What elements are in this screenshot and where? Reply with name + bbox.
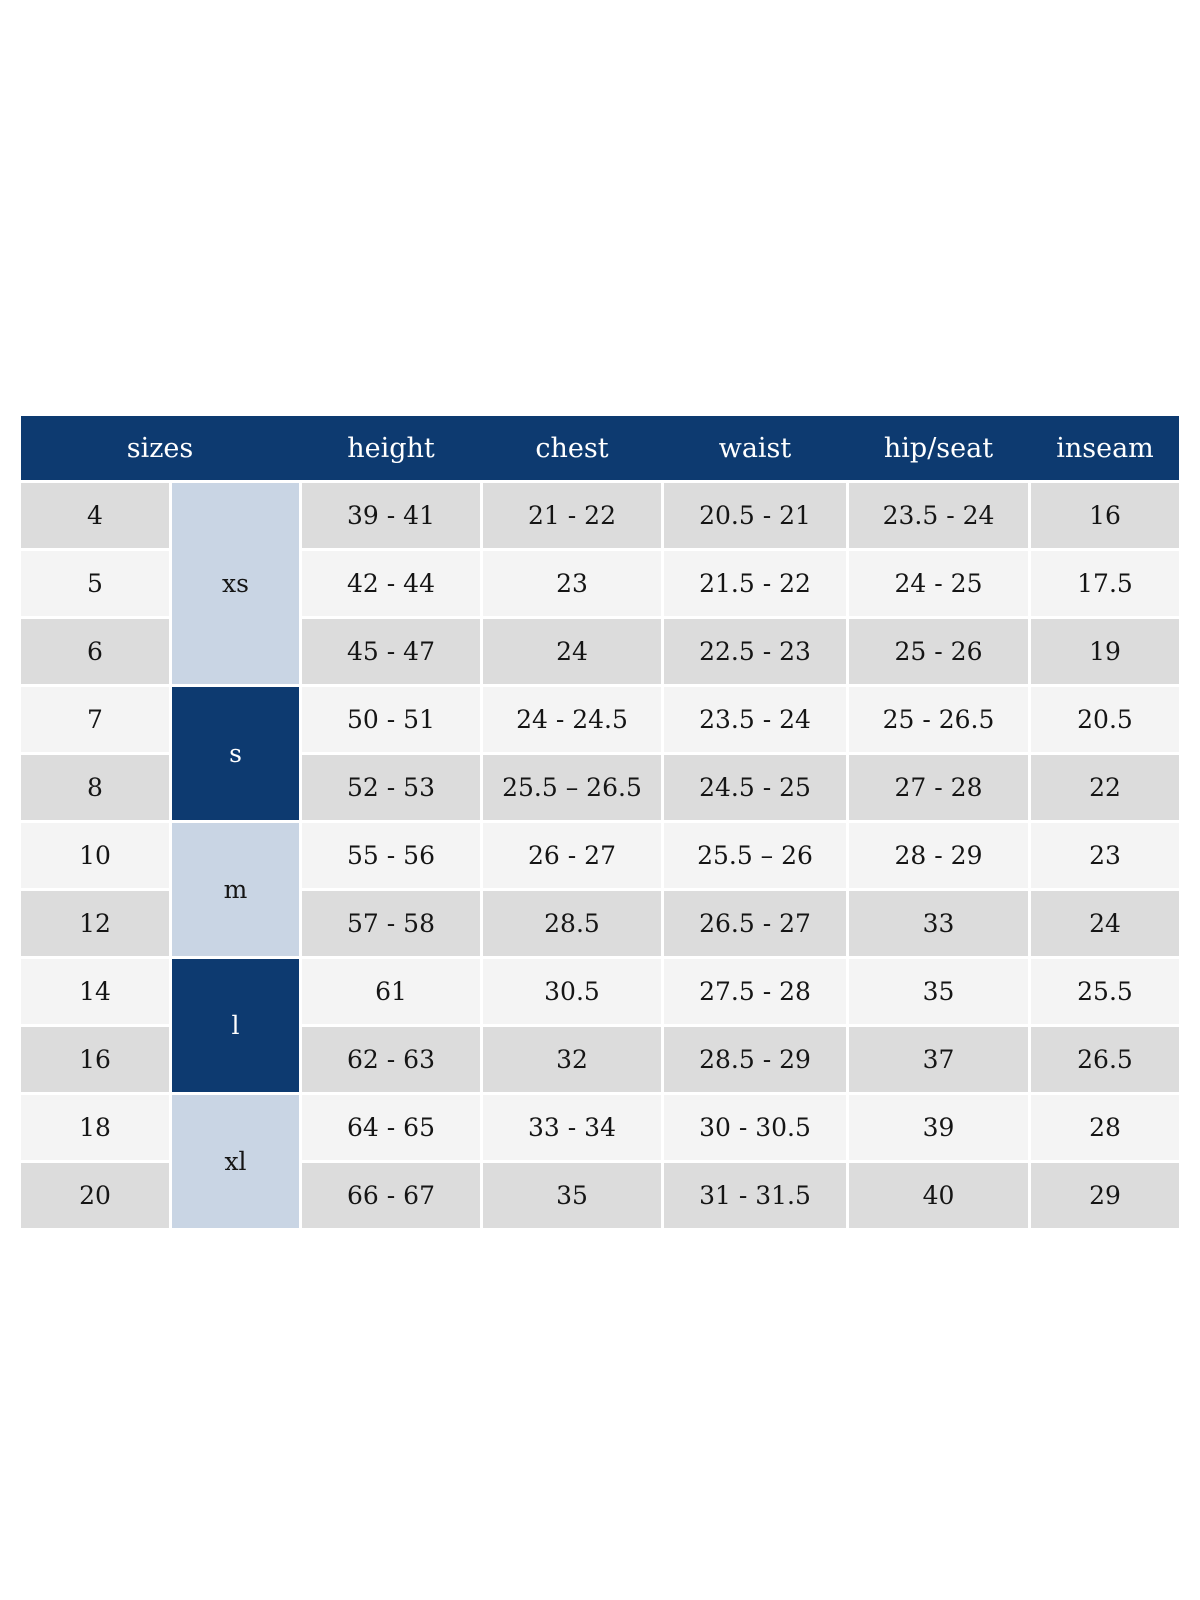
- inseam-cell: 16: [1031, 483, 1179, 548]
- chest-cell: 33 - 34: [483, 1095, 661, 1160]
- inseam-cell: 26.5: [1031, 1027, 1179, 1092]
- size-cell: 16: [21, 1027, 169, 1092]
- hip-seat-cell: 33: [849, 891, 1028, 956]
- height-cell: 62 - 63: [302, 1027, 480, 1092]
- chest-cell: 21 - 22: [483, 483, 661, 548]
- height-cell: 64 - 65: [302, 1095, 480, 1160]
- height-cell: 57 - 58: [302, 891, 480, 956]
- inseam-cell: 25.5: [1031, 959, 1179, 1024]
- size-cell: 8: [21, 755, 169, 820]
- hip-seat-cell: 27 - 28: [849, 755, 1028, 820]
- column-header-waist: waist: [718, 432, 792, 464]
- waist-cell: 22.5 - 23: [664, 619, 846, 684]
- inseam-cell: 29: [1031, 1163, 1179, 1228]
- size-cell: 10: [21, 823, 169, 888]
- column-header-hip-seat: hip/seat: [883, 432, 994, 464]
- waist-cell: 27.5 - 28: [664, 959, 846, 1024]
- waist-cell: 30 - 30.5: [664, 1095, 846, 1160]
- hip-seat-cell: 35: [849, 959, 1028, 1024]
- height-cell: 42 - 44: [302, 551, 480, 616]
- inseam-cell: 20.5: [1031, 687, 1179, 752]
- column-header-chest: chest: [535, 432, 609, 464]
- height-cell: 55 - 56: [302, 823, 480, 888]
- height-cell: 45 - 47: [302, 619, 480, 684]
- waist-cell: 21.5 - 22: [664, 551, 846, 616]
- hip-seat-cell: 23.5 - 24: [849, 483, 1028, 548]
- chest-cell: 26 - 27: [483, 823, 661, 888]
- table-header-band: [21, 416, 1179, 480]
- size-cell: 14: [21, 959, 169, 1024]
- waist-cell: 26.5 - 27: [664, 891, 846, 956]
- hip-seat-cell: 37: [849, 1027, 1028, 1092]
- size-cell: 4: [21, 483, 169, 548]
- size-cell: 7: [21, 687, 169, 752]
- inseam-cell: 19: [1031, 619, 1179, 684]
- height-cell: 52 - 53: [302, 755, 480, 820]
- group-cell-l: l: [172, 959, 299, 1092]
- hip-seat-cell: 39: [849, 1095, 1028, 1160]
- size-cell: 5: [21, 551, 169, 616]
- waist-cell: 25.5 – 26: [664, 823, 846, 888]
- chest-cell: 30.5: [483, 959, 661, 1024]
- height-cell: 66 - 67: [302, 1163, 480, 1228]
- height-cell: 39 - 41: [302, 483, 480, 548]
- inseam-cell: 28: [1031, 1095, 1179, 1160]
- inseam-cell: 17.5: [1031, 551, 1179, 616]
- waist-cell: 23.5 - 24: [664, 687, 846, 752]
- height-cell: 50 - 51: [302, 687, 480, 752]
- column-header-inseam: inseam: [1056, 432, 1154, 464]
- waist-cell: 20.5 - 21: [664, 483, 846, 548]
- group-cell-m: m: [172, 823, 299, 956]
- column-header-height: height: [347, 432, 435, 464]
- inseam-cell: 22: [1031, 755, 1179, 820]
- chest-cell: 24 - 24.5: [483, 687, 661, 752]
- waist-cell: 24.5 - 25: [664, 755, 846, 820]
- chest-cell: 24: [483, 619, 661, 684]
- chest-cell: 23: [483, 551, 661, 616]
- chest-cell: 25.5 – 26.5: [483, 755, 661, 820]
- size-chart-table: sizes height chest waist hip/seat inseam…: [21, 416, 1179, 1228]
- inseam-cell: 23: [1031, 823, 1179, 888]
- chest-cell: 28.5: [483, 891, 661, 956]
- hip-seat-cell: 40: [849, 1163, 1028, 1228]
- chest-cell: 32: [483, 1027, 661, 1092]
- size-cell: 12: [21, 891, 169, 956]
- group-cell-xs: xs: [172, 483, 299, 684]
- size-cell: 6: [21, 619, 169, 684]
- height-cell: 61: [302, 959, 480, 1024]
- group-cell-s: s: [172, 687, 299, 820]
- hip-seat-cell: 25 - 26.5: [849, 687, 1028, 752]
- column-header-sizes: sizes: [126, 432, 194, 464]
- hip-seat-cell: 25 - 26: [849, 619, 1028, 684]
- inseam-cell: 24: [1031, 891, 1179, 956]
- waist-cell: 28.5 - 29: [664, 1027, 846, 1092]
- size-cell: 18: [21, 1095, 169, 1160]
- waist-cell: 31 - 31.5: [664, 1163, 846, 1228]
- hip-seat-cell: 28 - 29: [849, 823, 1028, 888]
- chest-cell: 35: [483, 1163, 661, 1228]
- size-cell: 20: [21, 1163, 169, 1228]
- hip-seat-cell: 24 - 25: [849, 551, 1028, 616]
- group-cell-xl: xl: [172, 1095, 299, 1228]
